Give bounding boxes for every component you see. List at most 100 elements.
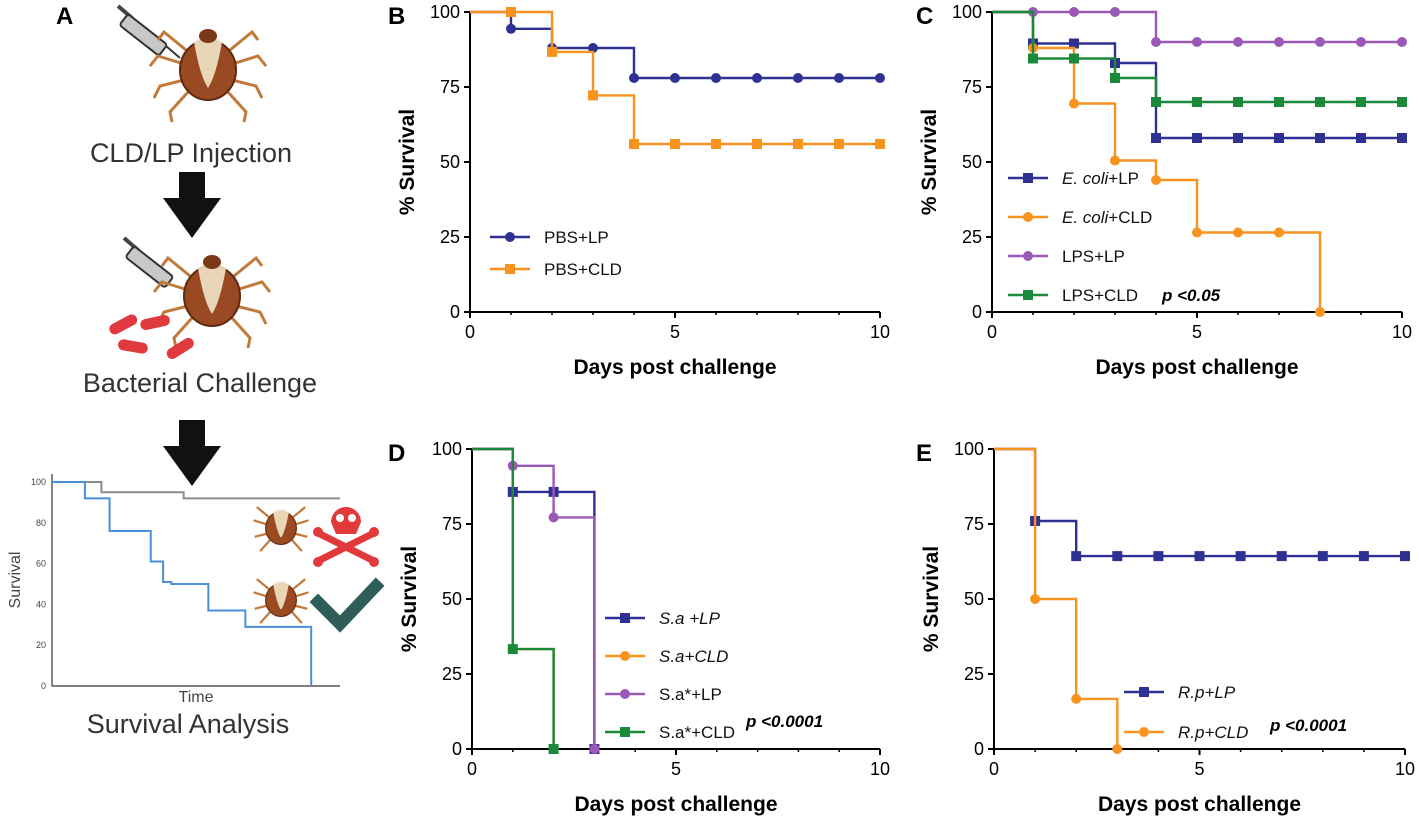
data-point-marker [547,46,557,57]
x-tick-label: 5 [1192,322,1202,342]
legend-marker [505,232,515,242]
x-tick-label: 5 [671,759,681,779]
legend-marker [1023,173,1033,183]
legend-marker [620,651,630,661]
mini-plot-xlabel: Time [179,689,214,706]
data-point-marker [1397,37,1407,47]
legend-label: LPS+LP [1062,247,1125,266]
tick-icon [253,578,309,624]
panel-d-chart: D 0 25 50 75 100 0 5 10 Days post challenge % Sur… [388,439,890,816]
mini-plot-ylabel: Survival [7,552,24,609]
legend-marker [1139,687,1149,697]
legend-label: PBS+LP [544,228,609,247]
data-point-marker [1356,37,1366,47]
data-point-marker [548,744,559,754]
y-tick-label: 0 [450,302,460,322]
y-tick-label: 50 [440,152,460,172]
data-point-marker [1069,98,1079,109]
data-point-marker [1233,133,1243,143]
series-line [994,447,1119,749]
x-axis-title: Days post challenge [573,356,776,379]
schematic-step-3: Survival Analysis [87,709,290,739]
x-tick-label: 10 [870,322,890,342]
y-axis-title: % Survival [920,546,943,652]
data-point-marker [1235,551,1246,562]
x-tick-label: 0 [987,322,997,342]
data-point-marker [793,73,803,83]
y-tick-label: 25 [964,664,984,684]
down-arrow-icon [163,420,221,486]
legend-label: E. coli+LP [1062,169,1139,188]
data-point-marker [1274,97,1284,107]
data-point-marker [752,139,762,149]
down-arrow-icon [163,172,221,238]
y-tick-label: 0 [972,302,982,322]
y-tick-label: 100 [432,439,462,459]
data-point-marker [588,90,598,101]
y-tick-label: 100 [952,2,982,22]
data-point-marker [1315,37,1325,47]
y-tick-label: 75 [442,514,462,534]
data-point-marker [1315,133,1325,143]
data-point-marker [875,139,885,149]
legend-label: R.p+CLD [1178,723,1248,742]
data-point-marker [1192,97,1202,107]
legend-marker [1023,212,1033,222]
series-line [472,447,596,749]
legend-label: R.p+LP [1178,683,1236,702]
legend-label: S.a*+LP [659,685,722,704]
data-point-marker [1397,133,1407,143]
legend-label: S.a*+CLD [659,723,735,742]
mini-survival-plot: Survival Time 0 20 40 60 80 100 [7,474,340,706]
mini-plot-ytick: 40 [36,599,46,609]
data-point-marker [1192,37,1202,47]
data-point-marker [1400,551,1410,562]
mini-plot-ytick: 60 [36,559,46,569]
y-tick-label: 0 [452,739,462,759]
series-line [992,10,1402,140]
x-tick-label: 0 [989,759,999,779]
series-line [992,10,1322,312]
x-tick-label: 0 [465,322,475,342]
legend-marker [620,613,630,623]
legend-marker [620,689,630,699]
bacteria-icon [109,314,194,359]
legend-label: PBS+CLD [544,260,622,279]
y-tick-label: 75 [964,514,984,534]
tick-icon [253,506,309,552]
data-point-marker [1069,38,1079,49]
series-line [470,10,880,146]
data-point-marker [1276,551,1287,562]
series-line [992,10,1402,44]
y-axis-title: % Survival [398,546,421,652]
y-tick-label: 50 [962,152,982,172]
data-point-marker [1192,227,1202,238]
legend-marker [1139,727,1149,737]
x-axis-title: Days post challenge [574,793,777,816]
data-point-marker [1315,97,1325,107]
data-point-marker [1151,175,1161,185]
x-tick-label: 5 [670,322,680,342]
data-point-marker [1110,73,1120,83]
data-point-marker [1233,37,1243,47]
data-point-marker [1030,594,1041,604]
series-line [470,10,880,80]
data-point-marker [711,139,721,149]
data-point-marker [670,73,680,83]
legend-marker [620,727,630,737]
schematic-step-1: CLD/LP Injection [90,138,292,168]
data-point-marker [1358,551,1369,562]
p-value-annotation: p <0.0001 [1269,716,1347,735]
data-point-marker [629,139,639,149]
panel-letter-e: E [916,440,932,467]
data-point-marker [1153,551,1164,562]
data-point-marker [1274,133,1284,143]
series-line [472,447,555,749]
x-tick-label: 10 [870,759,890,779]
data-point-marker [711,73,721,83]
y-axis-title: % Survival [918,109,941,215]
data-point-marker [875,73,885,83]
x-tick-label: 10 [1395,759,1415,779]
legend-marker [1023,251,1033,261]
